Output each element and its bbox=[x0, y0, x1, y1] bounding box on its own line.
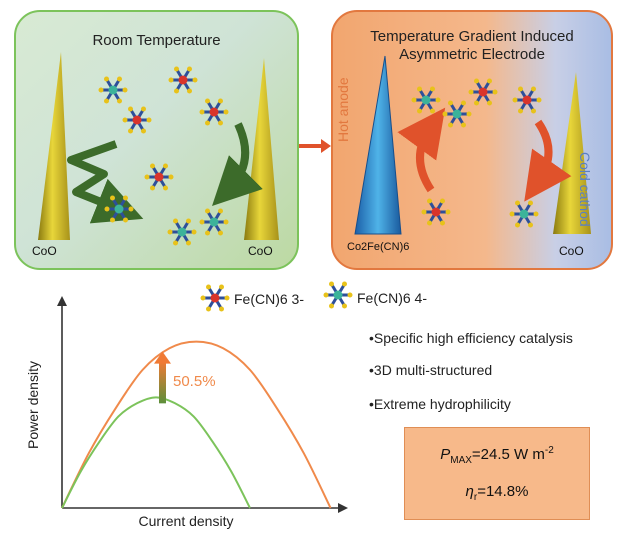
ferrocyanide-molecule bbox=[166, 217, 198, 247]
improvement-arrow-head bbox=[154, 351, 171, 364]
feature-catalysis: •Specific high efficiency catalysis bbox=[369, 330, 573, 346]
gradient-title-line2: Asymmetric Electrode bbox=[399, 46, 545, 63]
feature-hydrophilicity: •Extreme hydrophilicity bbox=[369, 396, 511, 412]
room-temperature-panel: Room Temperature CoO CoO bbox=[14, 10, 299, 270]
ferricyanide-molecule bbox=[420, 197, 452, 227]
eta-value: =14.8% bbox=[477, 483, 529, 500]
power-curve-2 bbox=[61, 396, 251, 509]
power-curve-1 bbox=[61, 340, 332, 509]
performance-metrics-box: PMAX=24.5 W m-2 ηr=14.8% bbox=[404, 427, 590, 520]
hot-anode-label: Hot anode bbox=[335, 77, 351, 142]
cold-reduction-arrow bbox=[524, 119, 572, 202]
reduction-arrow bbox=[212, 122, 263, 206]
ferricyanide-molecule bbox=[198, 97, 230, 127]
pmax-subscript: MAX bbox=[450, 455, 472, 466]
ferrocyanide-molecule bbox=[441, 99, 473, 129]
power-density-chart: Current density Power density 50.5% bbox=[25, 296, 348, 529]
pmax-symbol: P bbox=[440, 446, 451, 463]
eta-subscript: r bbox=[473, 492, 478, 503]
hot-anode-electrode bbox=[354, 55, 402, 235]
transition-arrow bbox=[299, 139, 331, 153]
cold-cathode-label: Cold cathod bbox=[577, 152, 593, 227]
hot-oxidation-arrow bbox=[397, 107, 446, 193]
ferrocyanide-molecule bbox=[410, 85, 442, 115]
cathode-coo-label: CoO bbox=[559, 244, 584, 258]
x-axis-arrowhead bbox=[338, 503, 348, 513]
ferricyanide-molecule bbox=[121, 105, 153, 135]
improvement-annotation: 50.5% bbox=[173, 373, 216, 390]
ferrocyanide-legend-label: Fe(CN)6 4- bbox=[357, 290, 428, 306]
ferrocyanide-molecule bbox=[97, 75, 129, 105]
ferrocyanide-molecule bbox=[198, 207, 230, 237]
ferricyanide-molecule bbox=[143, 162, 175, 192]
gradient-title-line1: Temperature Gradient Induced bbox=[370, 28, 574, 45]
ferricyanide-molecule bbox=[167, 65, 199, 95]
x-axis-label: Current density bbox=[139, 513, 234, 529]
ferricyanide-molecule bbox=[467, 77, 499, 107]
oxidation-arrow bbox=[67, 140, 144, 224]
efficiency-metric: ηr=14.8% bbox=[405, 483, 589, 503]
gradient-illustration bbox=[354, 55, 591, 235]
ferricyanide-molecule bbox=[511, 85, 543, 115]
feature-3d-structure: •3D multi-structured bbox=[369, 362, 493, 378]
pmax-exponent: -2 bbox=[544, 445, 554, 456]
pmax-metric: PMAX=24.5 W m-2 bbox=[405, 445, 589, 466]
ferrocyanide-molecule bbox=[508, 199, 540, 229]
pmax-value: =24.5 W m bbox=[471, 446, 545, 463]
ferrocyanide-molecule bbox=[103, 194, 135, 224]
left-coo-electrode bbox=[38, 52, 70, 240]
room-temperature-title: Room Temperature bbox=[92, 32, 221, 49]
left-coo-label: CoO bbox=[32, 244, 57, 258]
room-temperature-illustration bbox=[38, 52, 279, 247]
right-coo-label: CoO bbox=[248, 244, 273, 258]
anode-material-label: Co2Fe(CN)6 bbox=[347, 241, 410, 253]
ferricyanide-legend-label: Fe(CN)6 3- bbox=[234, 291, 305, 307]
y-axis-arrowhead bbox=[57, 296, 67, 306]
y-axis-label: Power density bbox=[25, 361, 41, 449]
temperature-gradient-panel: Temperature Gradient Induced Asymmetric … bbox=[331, 10, 613, 270]
right-coo-electrode bbox=[244, 58, 279, 240]
eta-symbol: η bbox=[465, 483, 474, 500]
improvement-arrow-shaft bbox=[159, 361, 166, 404]
